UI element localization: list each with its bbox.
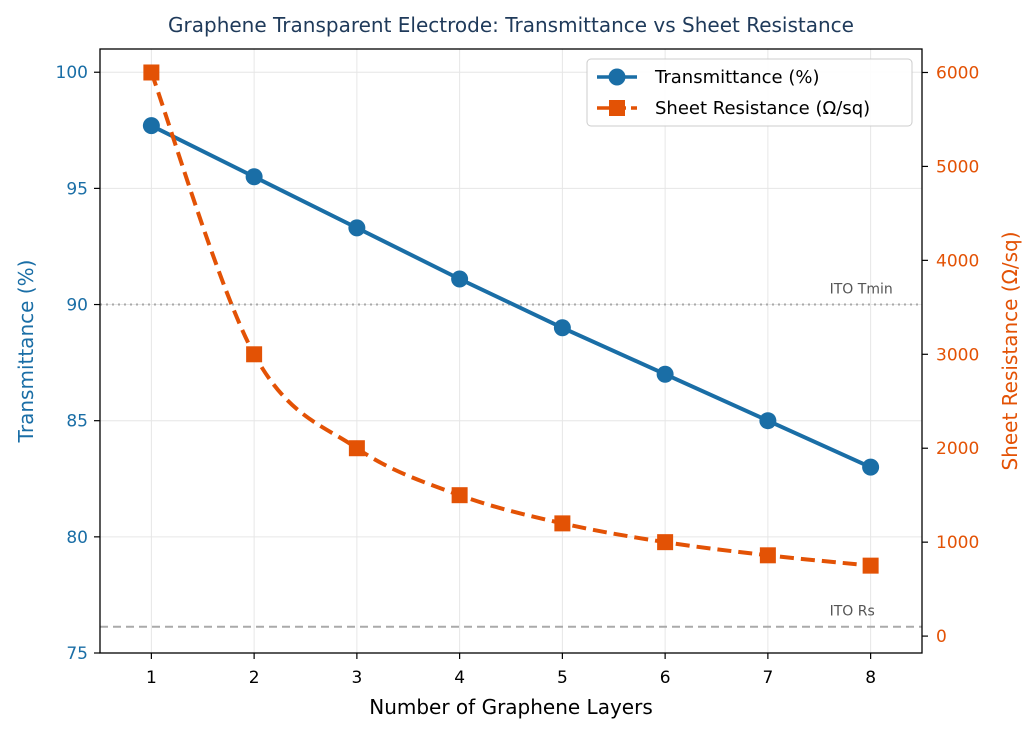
y-right-tick-label: 3000 [936, 345, 979, 365]
x-tick-label: 2 [249, 668, 260, 688]
sheet-resistance-point [451, 487, 468, 504]
y-right-tick-label: 0 [936, 627, 947, 647]
transmittance-point [656, 365, 674, 383]
plot-frame [99, 48, 923, 654]
sheet-resistance-point [348, 440, 365, 457]
legend-label-sheet-resistance: Sheet Resistance (Ω/sq) [655, 98, 870, 119]
sheet-resistance-point [759, 547, 776, 564]
reference-line-label: ITO Rs [830, 604, 875, 620]
y-right-tick-label: 4000 [936, 251, 979, 271]
y-right-tick-label: 5000 [936, 157, 979, 177]
sheet-resistance-line [149, 71, 871, 568]
x-tick-label: 5 [557, 668, 568, 688]
chart-title: Graphene Transparent Electrode: Transmit… [168, 13, 854, 37]
y-left-tick-label: 100 [56, 63, 88, 83]
x-axis: 1 2 3 4 5 6 7 8 [146, 653, 876, 688]
sheet-resistance-point [246, 346, 263, 363]
transmittance-point [348, 219, 366, 237]
legend-label-transmittance: Transmittance (%) [654, 67, 820, 88]
sheet-resistance-point [657, 534, 674, 551]
y-left-tick-label: 85 [66, 412, 88, 432]
y-axis-left: 75 80 85 90 95 100 [56, 63, 100, 664]
x-tick-label: 1 [146, 668, 157, 688]
sheet-resistance-point [554, 515, 571, 532]
x-tick-label: 4 [454, 668, 465, 688]
reference-line-label: ITO Tmin [830, 282, 893, 298]
transmittance-point [759, 412, 777, 430]
x-axis-title: Number of Graphene Layers [369, 695, 653, 719]
series-layer [142, 64, 880, 574]
y-right-tick-label: 2000 [936, 439, 979, 459]
x-tick-label: 7 [762, 668, 773, 688]
x-tick-label: 3 [351, 668, 362, 688]
transmittance-point [862, 458, 880, 476]
y-left-tick-label: 75 [66, 644, 88, 664]
transmittance-point [451, 270, 469, 288]
transmittance-point [142, 117, 160, 135]
grid-lines [100, 49, 922, 654]
y-axis-right-title: Sheet Resistance (Ω/sq) [998, 231, 1022, 470]
legend-box [586, 58, 913, 127]
y-right-tick-label: 1000 [936, 533, 979, 553]
transmittance-point [245, 168, 263, 186]
x-tick-label: 6 [660, 668, 671, 688]
y-left-tick-label: 95 [66, 179, 88, 199]
x-tick-label: 8 [865, 668, 876, 688]
legend-marker-sheet-resistance [609, 100, 625, 116]
legend-marker-transmittance [608, 68, 626, 86]
reference-lines: ITO Tmin ITO Rs [100, 282, 922, 628]
transmittance-point [553, 319, 571, 337]
y-axis-left-title: Transmittance (%) [14, 260, 38, 444]
y-left-tick-label: 80 [66, 528, 88, 548]
legend: Transmittance (%) Sheet Resistance (Ω/sq… [586, 58, 913, 127]
transmittance-line [150, 123, 872, 469]
y-axis-right: 0 1000 2000 3000 4000 5000 6000 [922, 63, 979, 647]
y-right-tick-label: 6000 [936, 63, 979, 83]
sheet-resistance-point [143, 64, 160, 81]
y-left-tick-label: 90 [66, 296, 88, 316]
sheet-resistance-point [862, 557, 879, 574]
